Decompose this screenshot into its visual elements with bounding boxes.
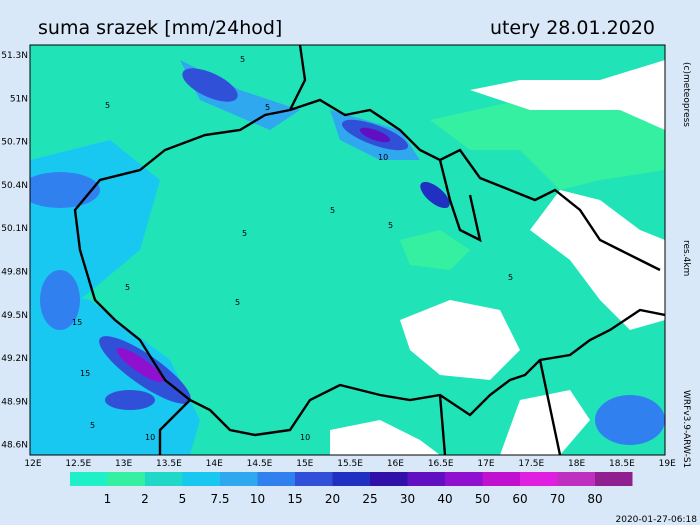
heavy-precip: [105, 390, 155, 410]
contour-label: 5: [265, 103, 270, 112]
legend-label: 1: [104, 492, 112, 506]
lon-label: 14E: [206, 459, 223, 469]
country-border: [73, 45, 665, 437]
contour-label: 10: [145, 433, 155, 442]
legend-label: 2: [141, 492, 149, 506]
legend-label: 15: [287, 492, 302, 506]
lon-label: 15.5E: [337, 459, 363, 469]
lon-label: 12E: [24, 459, 41, 469]
lat-label: 48.6N: [1, 441, 28, 451]
lat-label: 50.4N: [1, 181, 28, 191]
contour-label: 5: [90, 421, 95, 430]
light-precip: [430, 100, 665, 190]
no-precip-area: [470, 60, 665, 130]
lat-label: 51.3N: [1, 51, 28, 61]
contour-label: 5: [388, 221, 393, 230]
lat-label: 50.7N: [1, 138, 28, 148]
map-frame: [29, 44, 666, 456]
no-precip-area: [330, 420, 440, 455]
legend-swatch: [482, 472, 520, 486]
legend-label: 20: [325, 492, 340, 506]
lon-label: 12.5E: [65, 459, 91, 469]
legend-swatch: [145, 472, 183, 486]
legend-swatch: [257, 472, 295, 486]
timestamp: 2020-01-27-06:18: [616, 515, 698, 525]
lat-label: 49.2N: [1, 354, 28, 364]
lat-label: 50.1N: [1, 224, 28, 234]
lon-label: 18.5E: [609, 459, 635, 469]
legend-label: 80: [587, 492, 602, 506]
lon-label: 13E: [115, 459, 132, 469]
heavy-precip: [595, 395, 665, 445]
no-precip-area: [400, 300, 520, 380]
legend-label: 70: [550, 492, 565, 506]
lat-label: 49.8N: [1, 268, 28, 278]
model-name: WRFv3.9-ARW-S1: [681, 390, 691, 468]
contour-label: 5: [125, 283, 130, 292]
legend-label: 25: [362, 492, 377, 506]
legend-swatch: [332, 472, 370, 486]
contour-label: 10: [378, 153, 388, 162]
lon-label: 16.5E: [428, 459, 454, 469]
legend-swatch: [445, 472, 483, 486]
very-heavy-precip: [116, 347, 164, 383]
lon-label: 14.5E: [247, 459, 273, 469]
resolution: res.4km: [681, 240, 691, 276]
lon-label: 18E: [568, 459, 585, 469]
light-precip: [400, 230, 470, 270]
legend-swatch: [520, 472, 558, 486]
legend-label: 60: [512, 492, 527, 506]
contour-label: 5: [235, 298, 240, 307]
map-date: utery 28.01.2020: [490, 17, 655, 39]
legend-swatch: [370, 472, 408, 486]
legend-swatch: [295, 472, 333, 486]
lon-label: 19E: [659, 459, 676, 469]
legend-label: 10: [250, 492, 265, 506]
contour-label: 5: [508, 273, 513, 282]
heavy-precip: [182, 68, 238, 102]
heavy-precip: [420, 181, 450, 209]
moderate-precip: [30, 290, 200, 455]
contour-label: 5: [242, 229, 247, 238]
legend-swatch: [557, 472, 595, 486]
contour-label: 5: [105, 101, 110, 110]
legend-swatch: [407, 472, 445, 486]
lon-label: 16E: [387, 459, 404, 469]
legend-swatch: [595, 472, 633, 486]
map: [29, 44, 666, 456]
no-precip-area: [530, 190, 665, 330]
lat-label: 51N: [10, 94, 28, 104]
contour-label: 15: [72, 318, 82, 327]
lon-label: 13.5E: [156, 459, 182, 469]
heavy-precip: [30, 172, 100, 208]
contour-label: 5: [330, 206, 335, 215]
legend-swatch: [70, 472, 108, 486]
lat-label: 49.5N: [1, 311, 28, 321]
contour-label: 10: [300, 433, 310, 442]
lon-label: 17E: [477, 459, 494, 469]
legend-swatch: [220, 472, 258, 486]
legend-label: 50: [475, 492, 490, 506]
map-title: suma srazek [mm/24hod]: [38, 17, 282, 39]
legend-swatch: [107, 472, 145, 486]
very-heavy-precip: [359, 127, 391, 143]
legend: 1 2 5 7.5 10 15 20 25 30 40 50 60 70 80: [70, 472, 633, 506]
legend-label: 7.5: [210, 492, 229, 506]
legend-swatch: [182, 472, 220, 486]
copyright: (c)meteopress: [681, 62, 691, 127]
country-border: [158, 359, 562, 455]
lat-label: 48.9N: [1, 397, 28, 407]
contour-label: 5: [240, 55, 245, 64]
no-precip-area: [500, 390, 590, 455]
contour-label: 15: [80, 369, 90, 378]
legend-label: 40: [437, 492, 452, 506]
country-border: [289, 45, 661, 272]
legend-label: 30: [400, 492, 415, 506]
lon-label: 15E: [296, 459, 313, 469]
legend-label: 5: [179, 492, 187, 506]
heavy-precip: [40, 270, 80, 330]
lon-label: 17.5E: [518, 459, 544, 469]
